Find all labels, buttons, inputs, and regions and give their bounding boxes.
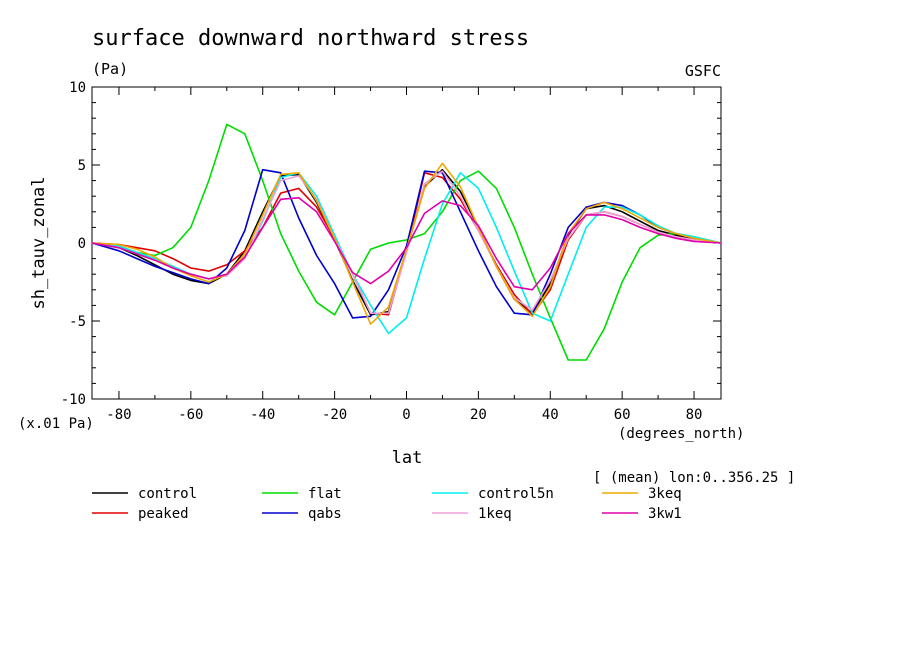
x-tick-label: -60 [178,407,203,423]
x-axis-label: lat [392,448,423,468]
y-tick-label: 5 [78,158,86,174]
y-tick-label: -10 [61,392,86,408]
x-tick-label: 80 [686,407,703,423]
legend-label-3keq: 3keq [648,486,682,502]
x-tick-label: 0 [402,407,410,423]
x-tick-label: -40 [250,407,275,423]
x-tick-label: 60 [614,407,631,423]
plot-area [91,86,722,400]
series-line-control [91,168,722,316]
legend: control flat control5n 3keq peaked qabs 1keq 3k… [92,486,682,522]
ticks [92,86,721,400]
y-scale-note: (x.01 Pa) [18,416,94,432]
x-tick-label: 20 [470,407,487,423]
series-line-3keq [91,162,722,325]
average-note: [ (mean) lon:0..356.25 ] [593,470,795,486]
y-tick-label: -5 [69,314,86,330]
legend-label-flat: flat [308,486,342,502]
y-axis-label: sh_tauv_zonal [29,176,49,309]
legend-label-3kw1: 3kw1 [648,506,682,522]
y-tick-label: 0 [78,236,86,252]
series-line-1keq [91,170,722,315]
source-label: GSFC [685,62,721,80]
legend-label-1keq: 1keq [478,506,512,522]
legend-label-peaked: peaked [138,506,189,522]
y-tick-label: 10 [69,80,86,96]
x-tick-labels: -80 -60 -40 -20 0 20 40 60 80 [106,407,702,423]
series-lines [91,123,722,361]
chart-title: surface downward northward stress [92,26,529,51]
series-line-flat [91,123,722,361]
legend-label-control: control [138,486,197,502]
x-tick-label: -80 [106,407,131,423]
legend-label-qabs: qabs [308,506,342,522]
series-line-qabs [91,168,722,319]
legend-label-control5n: control5n [478,486,554,502]
y-tick-labels: 10 5 0 -5 -10 [61,80,86,408]
x-units-label: (degrees_north) [618,426,744,442]
chart-units: (Pa) [92,60,128,78]
x-tick-label: -20 [322,407,347,423]
series-line-3kw1 [91,197,722,291]
x-tick-label: 40 [542,407,559,423]
